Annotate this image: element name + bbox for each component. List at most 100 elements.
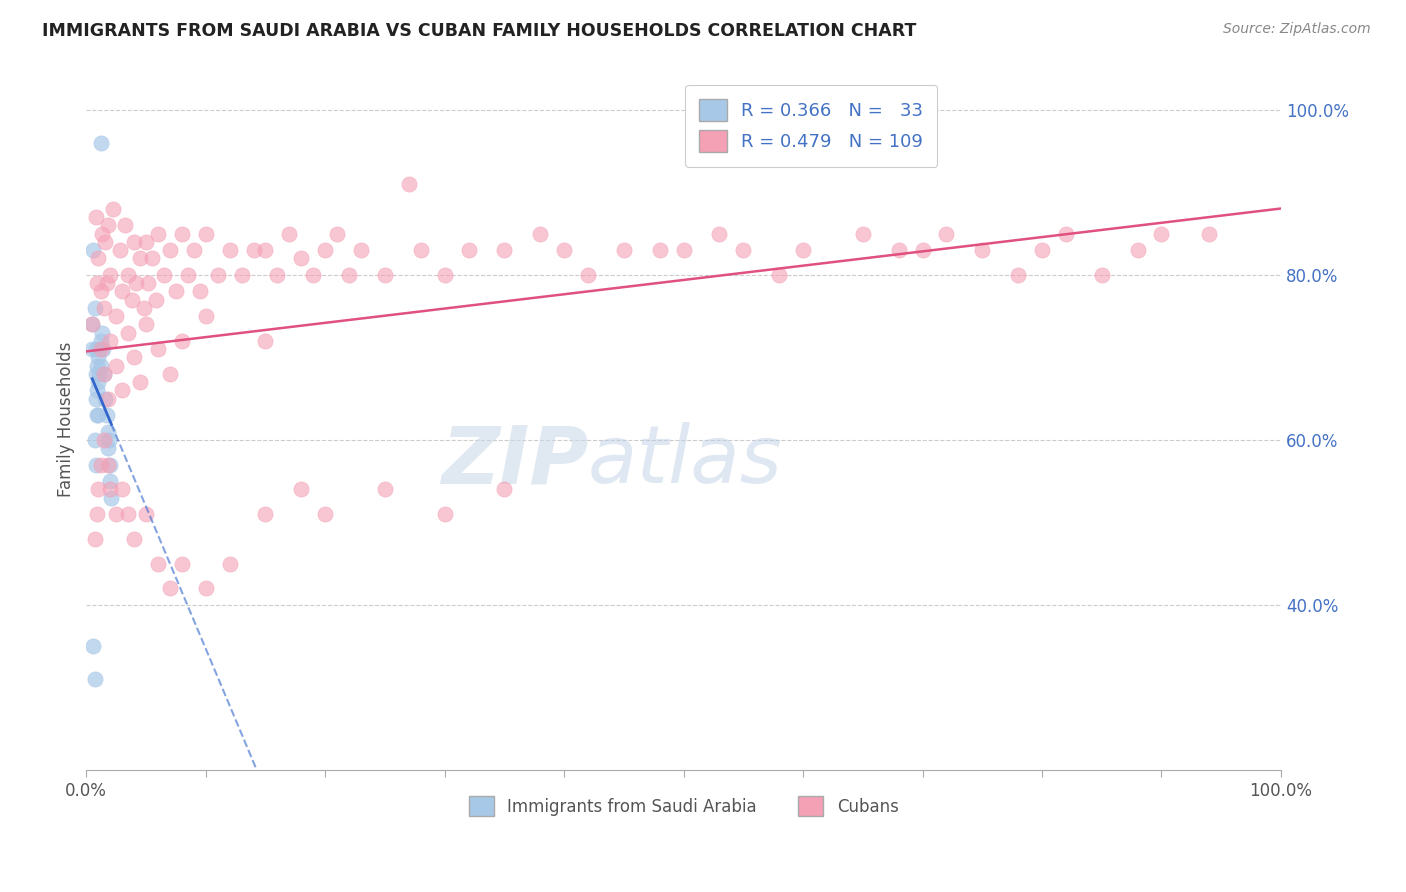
Point (90, 227, 112, 241)
Point (314, 507, 336, 521)
Point (138, 276, 160, 290)
Point (146, 227, 169, 241)
Point (326, 227, 349, 241)
Point (733, 243, 755, 257)
Point (82, 318, 104, 332)
Point (207, 268, 229, 282)
Point (141, 252, 163, 266)
Point (100, 491, 122, 505)
Point (266, 268, 288, 282)
Point (82, 243, 104, 257)
Point (117, 268, 139, 282)
Point (90, 136, 112, 150)
Point (135, 507, 157, 521)
Point (97, 392, 120, 406)
Point (94, 392, 117, 406)
Point (433, 268, 456, 282)
Point (194, 309, 217, 323)
Point (108, 243, 131, 257)
Point (105, 359, 128, 373)
Point (97, 219, 120, 233)
Point (83, 532, 105, 546)
Point (87, 351, 110, 365)
Point (98, 483, 121, 497)
Point (254, 507, 277, 521)
Point (86, 359, 108, 373)
Point (97, 458, 120, 472)
Point (93, 301, 115, 315)
Point (254, 334, 277, 348)
Point (177, 268, 200, 282)
Point (409, 243, 432, 257)
Point (672, 243, 695, 257)
Point (290, 483, 312, 497)
Point (337, 268, 360, 282)
Point (302, 268, 325, 282)
Point (89, 342, 111, 356)
Point (170, 334, 193, 348)
Point (93, 433, 115, 447)
Point (90, 359, 112, 373)
Point (114, 219, 136, 233)
Point (1031, 243, 1053, 257)
Point (768, 268, 790, 282)
Point (122, 351, 145, 365)
Point (457, 243, 479, 257)
Point (709, 227, 731, 241)
Point (165, 285, 187, 299)
Point (93, 367, 115, 381)
Point (105, 309, 128, 323)
Y-axis label: Family Households: Family Households (58, 342, 75, 497)
Point (188, 285, 211, 299)
Point (83, 301, 105, 315)
Point (1091, 268, 1114, 282)
Point (117, 507, 139, 521)
Point (254, 243, 277, 257)
Point (83, 433, 105, 447)
Point (86, 408, 108, 422)
Point (101, 202, 124, 216)
Point (374, 268, 396, 282)
Point (153, 268, 176, 282)
Point (145, 293, 167, 307)
Point (89, 367, 111, 381)
Point (87, 483, 110, 497)
Point (105, 507, 128, 521)
Point (90, 342, 112, 356)
Point (82, 639, 104, 653)
Point (1054, 227, 1077, 241)
Point (94, 235, 117, 249)
Point (93, 367, 115, 381)
Text: ZIP: ZIP (440, 422, 588, 500)
Point (97, 441, 120, 455)
Point (91, 342, 114, 356)
Point (87, 375, 110, 389)
Point (84, 367, 107, 381)
Point (90, 285, 112, 299)
Point (97, 425, 120, 439)
Point (242, 243, 264, 257)
Point (314, 243, 336, 257)
Point (935, 227, 957, 241)
Text: atlas: atlas (588, 422, 783, 500)
Point (159, 582, 181, 596)
Point (170, 227, 193, 241)
Point (98, 268, 121, 282)
Legend: Immigrants from Saudi Arabia, Cubans: Immigrants from Saudi Arabia, Cubans (460, 788, 907, 825)
Point (231, 268, 253, 282)
Point (218, 557, 240, 571)
Point (122, 235, 145, 249)
Point (1150, 227, 1173, 241)
Point (613, 243, 636, 257)
Text: IMMIGRANTS FROM SAUDI ARABIA VS CUBAN FAMILY HOUSEHOLDS CORRELATION CHART: IMMIGRANTS FROM SAUDI ARABIA VS CUBAN FA… (42, 22, 917, 40)
Point (494, 483, 516, 497)
Point (121, 293, 143, 307)
Point (350, 243, 373, 257)
Point (183, 243, 205, 257)
Point (129, 375, 152, 389)
Point (129, 252, 152, 266)
Point (83, 672, 105, 686)
Point (494, 243, 516, 257)
Point (170, 557, 193, 571)
Point (159, 367, 181, 381)
